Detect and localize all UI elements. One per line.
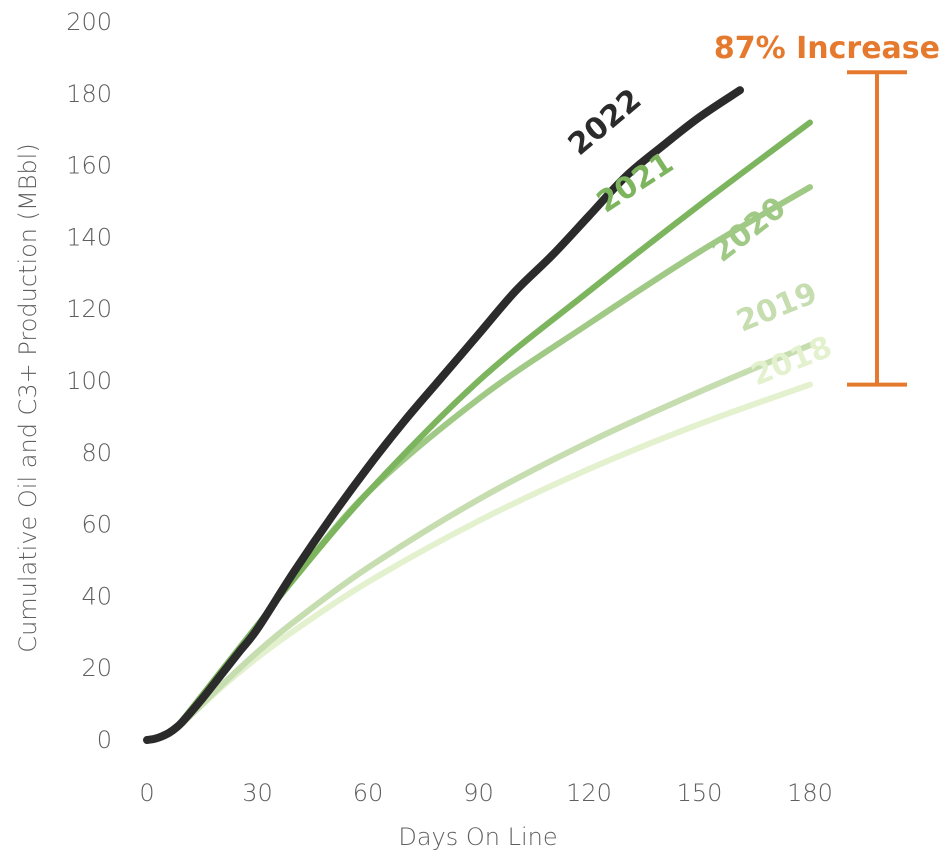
series-line-2022	[143, 86, 745, 744]
y-axis-title: Cumulative Oil and C3+ Production (MBbl)	[14, 143, 42, 652]
series-label-2018: 2018	[746, 330, 837, 394]
x-axis-title: Days On Line	[398, 823, 557, 851]
x-tick-label: 120	[566, 779, 612, 807]
y-tick-label: 120	[66, 295, 112, 323]
y-tick-label: 160	[66, 152, 112, 180]
x-tick-label: 0	[139, 779, 154, 807]
series-line-2020	[144, 184, 813, 743]
y-tick-label: 60	[81, 511, 112, 539]
y-tick-label: 80	[81, 439, 112, 467]
y-tick-label: 200	[66, 8, 112, 36]
y-tick-label: 20	[81, 654, 112, 682]
y-tick-label: 140	[66, 223, 112, 251]
series-line-2019	[144, 342, 813, 743]
x-tick-label: 90	[463, 779, 494, 807]
series-label-2021: 2021	[591, 145, 680, 220]
y-tick-label: 40	[81, 582, 112, 610]
x-tick-label: 150	[677, 779, 723, 807]
y-tick-label: 0	[97, 726, 112, 754]
series-line-2018	[144, 381, 813, 743]
x-tick-label: 180	[787, 779, 833, 807]
x-tick-label: 30	[242, 779, 273, 807]
series-label-2019: 2019	[732, 276, 823, 340]
series-label-2020: 2020	[705, 190, 792, 269]
y-tick-label: 100	[66, 367, 112, 395]
series-label-2022: 2022	[562, 82, 648, 162]
y-tick-label: 180	[66, 80, 112, 108]
annotation-label: 87% Increase	[714, 31, 940, 66]
x-tick-label: 60	[353, 779, 384, 807]
